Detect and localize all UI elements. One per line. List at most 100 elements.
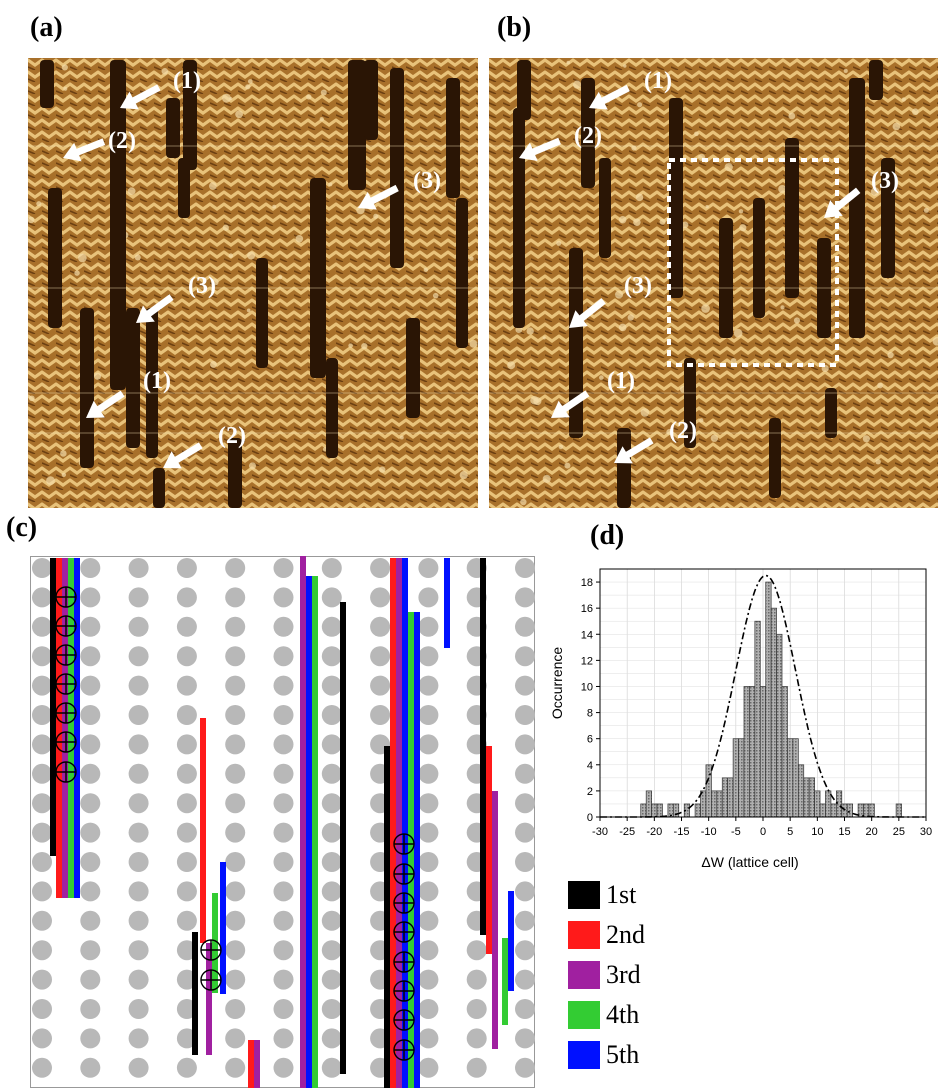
- lattice-site: [273, 705, 294, 725]
- lattice-site: [418, 763, 439, 784]
- x-tick-label: -25: [619, 826, 635, 838]
- lattice-site: [80, 558, 101, 578]
- lattice-site: [418, 675, 439, 696]
- stm-image-b: (1) (2) (3) (3) (1) (2): [489, 58, 938, 508]
- lattice-site: [225, 793, 246, 814]
- step-bar: [390, 558, 396, 1088]
- legend-swatch: [568, 881, 600, 909]
- lattice-site: [515, 822, 535, 843]
- histogram-bar: [830, 803, 837, 818]
- lattice-site: [80, 587, 101, 608]
- lattice-site: [176, 822, 197, 843]
- lattice-site: [225, 910, 246, 931]
- histogram-bar: [743, 686, 750, 818]
- arrow-icon: [589, 84, 630, 110]
- arrow-icon: [163, 442, 203, 469]
- histogram-bar: [749, 686, 756, 818]
- lattice-site: [273, 881, 294, 902]
- legend-label: 5th: [606, 1040, 640, 1069]
- lattice-site: [321, 675, 342, 696]
- y-tick-label: 2: [587, 786, 593, 798]
- step-bar: [248, 1040, 254, 1088]
- lattice-site: [321, 940, 342, 961]
- lattice-site: [176, 910, 197, 931]
- lattice-site: [321, 852, 342, 872]
- lattice-site: [225, 763, 246, 784]
- arrow-label: (3): [188, 273, 216, 299]
- step-bar: [396, 558, 402, 1088]
- lattice-site: [176, 1057, 197, 1078]
- lattice-site: [128, 558, 149, 578]
- y-tick-label: 10: [581, 681, 593, 693]
- step-bar: [300, 556, 306, 1088]
- lattice-site: [128, 881, 149, 902]
- lattice-site: [32, 940, 52, 961]
- lattice-site: [515, 881, 535, 902]
- histogram-bar: [787, 738, 794, 818]
- lattice-site: [466, 969, 487, 990]
- lattice-site: [418, 999, 439, 1019]
- lattice-site: [80, 675, 101, 696]
- trench: [390, 68, 404, 268]
- histogram-bar: [732, 738, 739, 818]
- plus-circle-icon: [55, 644, 77, 666]
- lattice-site: [32, 881, 52, 902]
- lattice-site: [321, 705, 342, 725]
- lattice-site: [515, 587, 535, 608]
- arrow-icon: [519, 137, 561, 162]
- arrow-label: (1): [644, 68, 672, 94]
- histogram-bar: [868, 803, 875, 818]
- lattice-site: [32, 1057, 52, 1078]
- step-bar: [384, 746, 390, 1088]
- histogram-bar: [705, 764, 712, 818]
- lattice-site: [515, 705, 535, 725]
- lattice-site: [515, 734, 535, 755]
- arrow-label: (3): [871, 168, 899, 194]
- lattice-site: [176, 969, 197, 990]
- step-bar: [306, 576, 312, 1088]
- arrow-icon: [614, 437, 654, 464]
- plus-circle-icon: [393, 863, 415, 885]
- step-bar: [254, 1040, 260, 1088]
- step-bar: [486, 746, 492, 954]
- trench: [348, 60, 366, 190]
- lattice-site: [515, 793, 535, 814]
- lattice-site: [176, 1028, 197, 1049]
- lattice-site: [225, 852, 246, 872]
- histogram-bar: [656, 803, 663, 818]
- panel-label-d: (d): [590, 520, 625, 551]
- lattice-site: [273, 646, 294, 667]
- y-tick-label: 6: [587, 734, 593, 746]
- legend-swatch: [568, 1001, 600, 1029]
- lattice-site: [225, 734, 246, 755]
- trench: [40, 60, 54, 108]
- trench: [825, 388, 837, 438]
- plus-circle-icon: [393, 951, 415, 973]
- lattice-schematic: [30, 556, 535, 1088]
- step-bar: [480, 558, 486, 935]
- x-axis-label: ΔW (lattice cell): [701, 854, 798, 870]
- trench: [769, 418, 781, 498]
- histogram-bar: [738, 738, 745, 818]
- lattice-site: [128, 616, 149, 637]
- plus-circle-icon: [55, 615, 77, 637]
- trench: [569, 248, 583, 438]
- lattice-site: [370, 675, 391, 696]
- lattice-site: [128, 587, 149, 608]
- arrow-icon: [136, 294, 174, 323]
- lattice-site: [80, 1057, 101, 1078]
- trench: [785, 138, 799, 298]
- trench: [456, 198, 468, 348]
- y-tick-label: 18: [581, 577, 593, 589]
- lattice-site: [321, 587, 342, 608]
- lattice-site: [321, 763, 342, 784]
- lattice-site: [80, 852, 101, 872]
- lattice-site: [515, 1057, 535, 1078]
- lattice-site: [225, 999, 246, 1019]
- lattice-site: [176, 763, 197, 784]
- histogram-bar: [694, 803, 701, 818]
- lattice-site: [128, 675, 149, 696]
- y-tick-label: 14: [581, 629, 593, 641]
- lattice-site: [515, 1028, 535, 1049]
- trench: [166, 98, 180, 158]
